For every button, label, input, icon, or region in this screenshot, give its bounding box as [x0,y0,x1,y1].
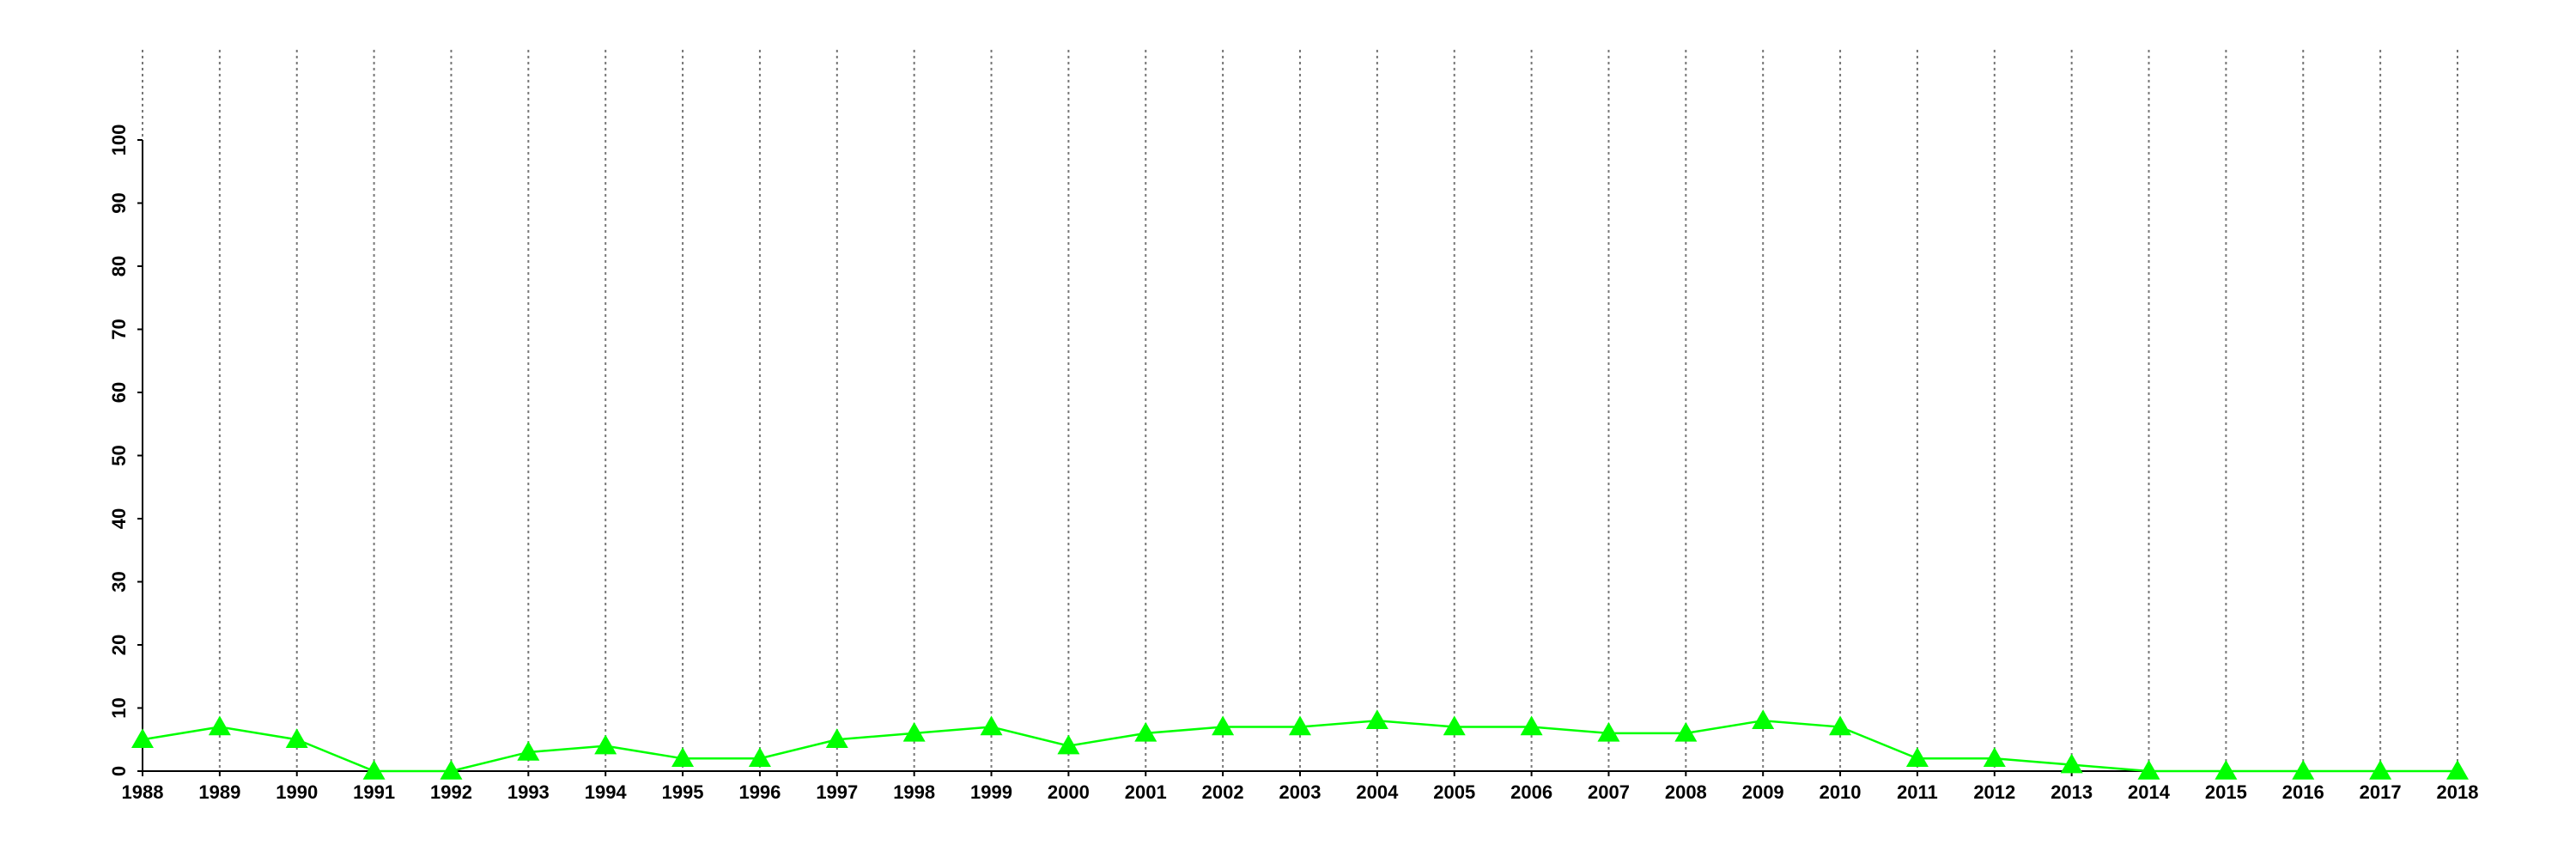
x-tick-label: 2008 [1665,781,1707,803]
data-point [208,715,231,736]
x-tick-label: 2006 [1510,781,1552,803]
x-tick-label: 1994 [585,781,628,803]
y-tick-label: 60 [108,382,130,403]
data-point [2369,760,2392,780]
data-point [1520,715,1543,736]
data-point [1289,715,1311,736]
data-point [440,760,463,780]
x-tick-label: 2015 [2205,781,2247,803]
y-tick-label: 10 [108,697,130,718]
x-tick-label: 2003 [1279,781,1321,803]
data-point [2137,760,2160,780]
x-tick-label: 2000 [1048,781,1090,803]
data-point [1057,734,1080,755]
y-tick-label: 30 [108,571,130,592]
data-point [1752,709,1775,729]
data-point [131,728,154,748]
x-tick-label: 1995 [662,781,704,803]
data-point [671,747,695,768]
x-tick-label: 2017 [2360,781,2402,803]
data-point [1134,721,1157,742]
x-tick-label: 2001 [1125,781,1167,803]
y-tick-label: 100 [108,125,130,156]
x-tick-label: 2005 [1433,781,1475,803]
x-tick-label: 1992 [430,781,472,803]
x-tick-label: 2007 [1588,781,1630,803]
y-tick-label: 20 [108,635,130,655]
x-tick-label: 1998 [893,781,935,803]
data-point [1905,747,1929,768]
data-point [1365,709,1388,729]
data-point [748,747,771,768]
x-tick-label: 2016 [2282,781,2324,803]
x-tick-label: 1993 [507,781,550,803]
x-tick-label: 1989 [198,781,240,803]
data-point [1443,715,1466,736]
y-tick-label: 0 [108,766,130,776]
y-tick-label: 50 [108,445,130,465]
data-point [825,728,848,748]
y-tick-label: 90 [108,192,130,213]
x-tick-label: 2014 [2128,781,2171,803]
x-tick-label: 1990 [276,781,318,803]
data-point [1983,747,2006,768]
x-tick-label: 2010 [1820,781,1862,803]
x-tick-label: 2009 [1742,781,1784,803]
data-point [2060,753,2083,774]
data-point [1829,715,1852,736]
data-point [594,734,617,755]
x-tick-label: 2011 [1897,781,1938,803]
data-point [517,740,540,761]
x-tick-label: 2012 [1973,781,2015,803]
data-point [362,760,386,780]
x-tick-label: 1996 [738,781,781,803]
data-point [1674,721,1698,742]
data-point [2446,760,2469,780]
x-tick-label: 1999 [970,781,1012,803]
y-tick-label: 80 [108,256,130,277]
data-point [2292,760,2315,780]
x-tick-label: 1991 [353,781,395,803]
data-point [2215,760,2238,780]
x-tick-label: 2002 [1202,781,1244,803]
data-point [1212,715,1235,736]
x-tick-label: 1988 [122,781,164,803]
x-tick-label: 1997 [816,781,858,803]
data-point [285,728,308,748]
data-point [1597,721,1620,742]
data-point [980,715,1003,736]
x-tick-label: 2018 [2437,781,2479,803]
y-tick-label: 40 [108,508,130,529]
x-tick-label: 2013 [2050,781,2093,803]
x-tick-label: 2004 [1356,781,1399,803]
data-point [902,721,926,742]
y-tick-label: 70 [108,319,130,339]
